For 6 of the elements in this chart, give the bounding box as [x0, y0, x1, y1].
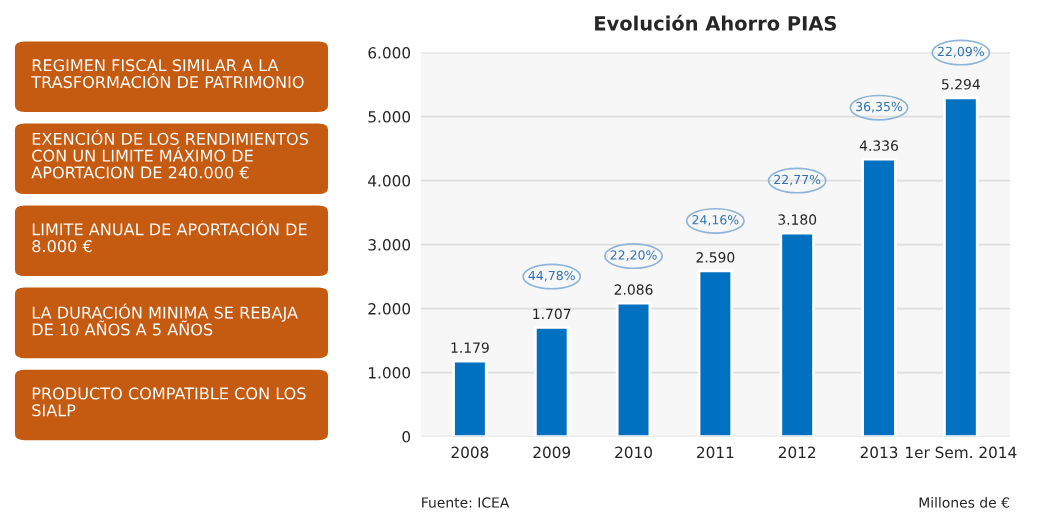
- text: EXENCIÓN DE LOS RENDIMIENTOS CON UN LIMITE MÁXIMO DE APORTACION DE 240.000 €: [31, 129, 308, 179]
- text: LA DURACIÓN MINIMA SE REBAJA DE 10 AÑOS A 5 AÑOS: [32, 303, 298, 336]
- text: PRODUCTO COMPATIBLE CON LOS SIALP: [32, 387, 306, 417]
- text: REGIMEN FISCAL SIMILAR A LA TRASFORMACIÓN DE PATRIMONIO: [31, 59, 304, 89]
- text: LIMITE ANUAL DE APORTACIÓN DE 8.000 €: [32, 220, 307, 253]
- chart-title: Evolución Ahorro PIAS: [595, 14, 836, 31]
